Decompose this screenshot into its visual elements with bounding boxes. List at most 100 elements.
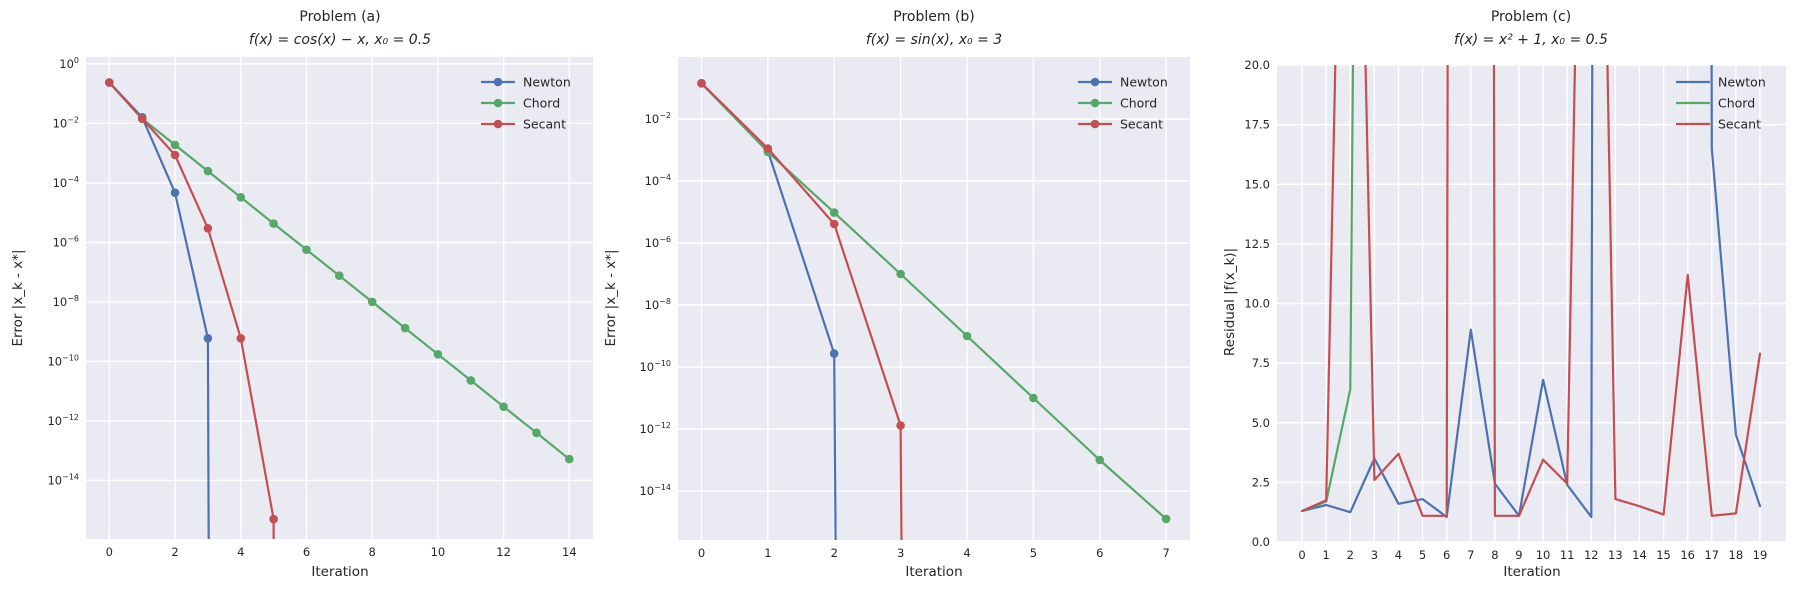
series-chord-marker [829,208,839,217]
x-tick-label: 4 [237,545,244,559]
legend-entry-newton: Newton [481,75,571,90]
legend-label: Secant [523,117,566,132]
series-chord-marker [896,269,905,279]
series-chord-marker [302,245,311,254]
x-tick-label: 12 [496,545,511,559]
series-secant-marker [137,114,147,123]
plot-b-title: Problem (b) [893,9,975,25]
y-tick-label: 100 [59,56,79,71]
plot-b: 0 1 2 3 4 5 6 7 10−2 10−4 10−6 10−8 10−10 10−12 10−14 N… [639,57,1190,560]
y-tick-label: 10−2 [645,111,671,126]
series-chord-marker [962,331,972,341]
series-chord-marker [466,376,476,385]
y-tick-label: 10−10 [639,359,671,374]
y-tick-label: 10−4 [645,173,671,188]
series-chord-markers [697,79,1171,524]
legend-entry-secant: Secant [1078,117,1163,132]
x-tick-label: 2 [171,545,178,559]
x-tick-label: 14 [562,545,577,559]
legend-label: Newton [1718,75,1766,90]
x-tick-label: 12 [1584,548,1599,562]
legend: Newton Chord Secant [1676,75,1766,132]
axes-background [86,57,593,539]
series-chord-marker [532,428,541,438]
axes-background [678,57,1190,540]
x-tick-label: 2 [831,546,838,560]
x-tick-label: 3 [897,546,904,560]
x-tick-label: 7 [1467,548,1474,562]
x-tick-label: 4 [1395,548,1402,562]
legend: Newton Chord Secant [481,75,571,132]
series-chord-marker [1029,393,1038,403]
y-tick-label: 10−8 [53,294,79,309]
plot-a: 0 2 4 6 8 10 12 14 100 10−2 10−4 10−6 10−8 10−10 10−12… [47,56,593,559]
series-secant-marker [170,150,180,160]
y-tick-label: 17.5 [1244,118,1270,132]
y-tick-label: 7.5 [1252,356,1270,370]
series-chord-marker [236,193,246,202]
x-tick-label: 14 [1632,548,1647,562]
y-tick-label: 10−8 [645,297,671,312]
x-tick-label: 0 [1298,548,1305,562]
series-chord-marker [433,350,443,359]
x-tick-label: 19 [1753,548,1768,562]
y-tick-label: 10−12 [47,413,79,428]
x-tick-label: 6 [1096,546,1103,560]
x-tick-label: 0 [698,546,705,560]
series-group [105,78,574,539]
y-tick-label: 12.5 [1244,237,1270,251]
series-chord-marker [565,454,574,464]
series-newton-marker [829,349,839,358]
series-chord-marker [499,402,508,412]
x-tick-label: 10 [431,545,446,559]
series-newton-marker [170,188,180,197]
tick-labels: 0 2 4 6 8 10 12 14 100 10−2 10−4 10−6 10−8 10−10 10−12… [47,56,576,559]
x-tick-label: 6 [303,545,310,559]
legend-entry-chord: Chord [1676,96,1755,111]
plot-b-ylabel: Error |x_k - x*| [603,249,619,347]
x-tick-label: 15 [1656,548,1671,562]
y-tick-label: 0.0 [1252,535,1270,549]
series-group [697,79,1171,540]
series-secant-marker [829,219,839,229]
plot-a-title: Problem (a) [299,9,381,25]
series-chord-marker [170,140,180,150]
x-tick-label: 18 [1729,548,1744,562]
series-chord-marker [203,166,213,176]
legend-label: Chord [523,96,560,111]
y-tick-label: 5.0 [1252,416,1270,430]
x-tick-label: 17 [1704,548,1719,562]
plot-c: 0 1 2 3 4 5 6 7 8 9 10 11 12 13 14 15 16 17 18 190.02.55.07… [1244,58,1786,562]
x-tick-label: 6 [1443,548,1450,562]
x-tick-label: 16 [1680,548,1695,562]
series-secant-marker [896,421,905,430]
y-tick-label: 10−4 [53,175,79,190]
plot-c-xlabel: Iteration [1503,564,1561,580]
legend-entry-chord: Chord [1078,96,1157,111]
plot-b-xlabel: Iteration [905,564,963,580]
y-tick-label: 10−6 [53,234,79,249]
series-chord-marker [367,297,377,307]
legend-marker-dot [1090,98,1100,108]
series-secant-markers [697,79,905,430]
x-tick-label: 4 [963,546,970,560]
legend-marker-dot [493,98,503,108]
x-tick-label: 10 [1536,548,1551,562]
y-tick-label: 10−14 [47,472,79,487]
legend-marker-dot [493,77,503,87]
series-group [1301,65,1762,519]
tick-labels: 0 1 2 3 4 5 6 7 10−2 10−4 10−6 10−8 10−10 10−12 10−14 [639,111,1169,560]
x-tick-label: 11 [1560,548,1575,562]
series-secant-marker [269,514,278,524]
y-tick-label: 10−6 [645,235,671,250]
legend-label: Chord [1120,96,1157,111]
series-secant-marker [105,78,114,87]
plot-c-title: Problem (c) [1490,9,1572,25]
legend-label: Secant [1120,117,1163,132]
legend-marker-dot [493,119,503,129]
x-tick-label: 3 [1371,548,1378,562]
plot-c-subtitle: f(x) = x² + 1, x₀ = 0.5 [1454,32,1608,48]
x-tick-label: 13 [1608,548,1623,562]
legend-label: Newton [1120,75,1168,90]
